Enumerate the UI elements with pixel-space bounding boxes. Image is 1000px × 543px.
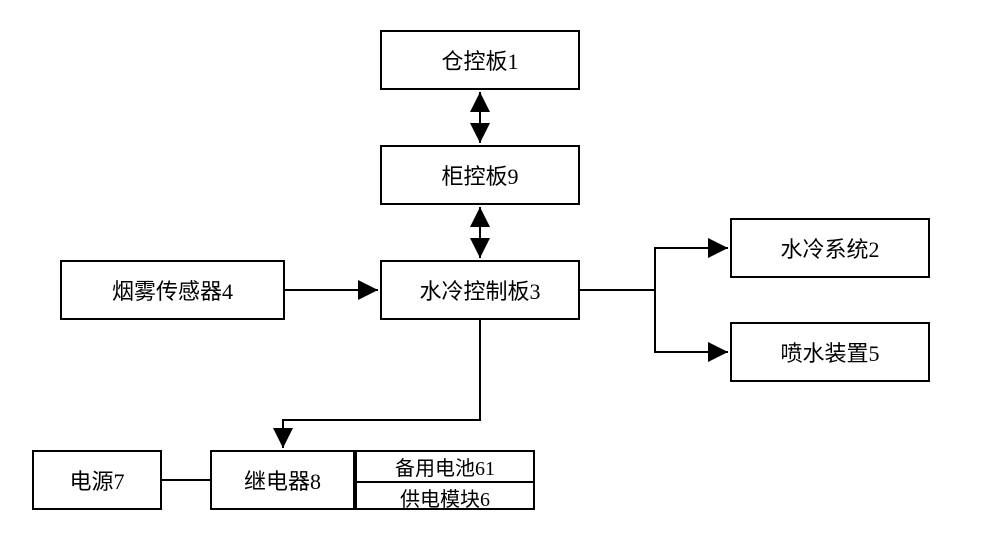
node-n6-inner-label: 备用电池61 <box>395 452 495 481</box>
node-n6-inner: 备用电池61 <box>357 452 533 483</box>
node-n9: 柜控板9 <box>380 145 580 205</box>
node-n6-label-wrap: 供电模块6 <box>357 483 533 512</box>
node-n6-label: 供电模块6 <box>400 483 490 512</box>
node-n7: 电源7 <box>32 450 162 510</box>
node-n6: 备用电池61 供电模块6 <box>355 450 535 510</box>
node-n4-label: 烟雾传感器4 <box>112 274 233 306</box>
node-n5-label: 喷水装置5 <box>780 336 879 368</box>
node-n9-label: 柜控板9 <box>441 159 518 191</box>
node-n8: 继电器8 <box>210 450 355 510</box>
node-n2: 水冷系统2 <box>730 218 930 278</box>
node-n3-label: 水冷控制板3 <box>419 274 540 306</box>
node-n5: 喷水装置5 <box>730 322 930 382</box>
node-n1: 仓控板1 <box>380 30 580 90</box>
node-n1-label: 仓控板1 <box>441 44 518 76</box>
edge-n3-n8 <box>283 320 480 448</box>
node-n3: 水冷控制板3 <box>380 260 580 320</box>
node-n7-label: 电源7 <box>69 464 124 496</box>
edge-n3-n2 <box>655 248 728 290</box>
node-n4: 烟雾传感器4 <box>60 260 285 320</box>
node-n2-label: 水冷系统2 <box>780 232 879 264</box>
node-n8-label: 继电器8 <box>244 464 321 496</box>
edge-n3-n5 <box>655 290 728 352</box>
